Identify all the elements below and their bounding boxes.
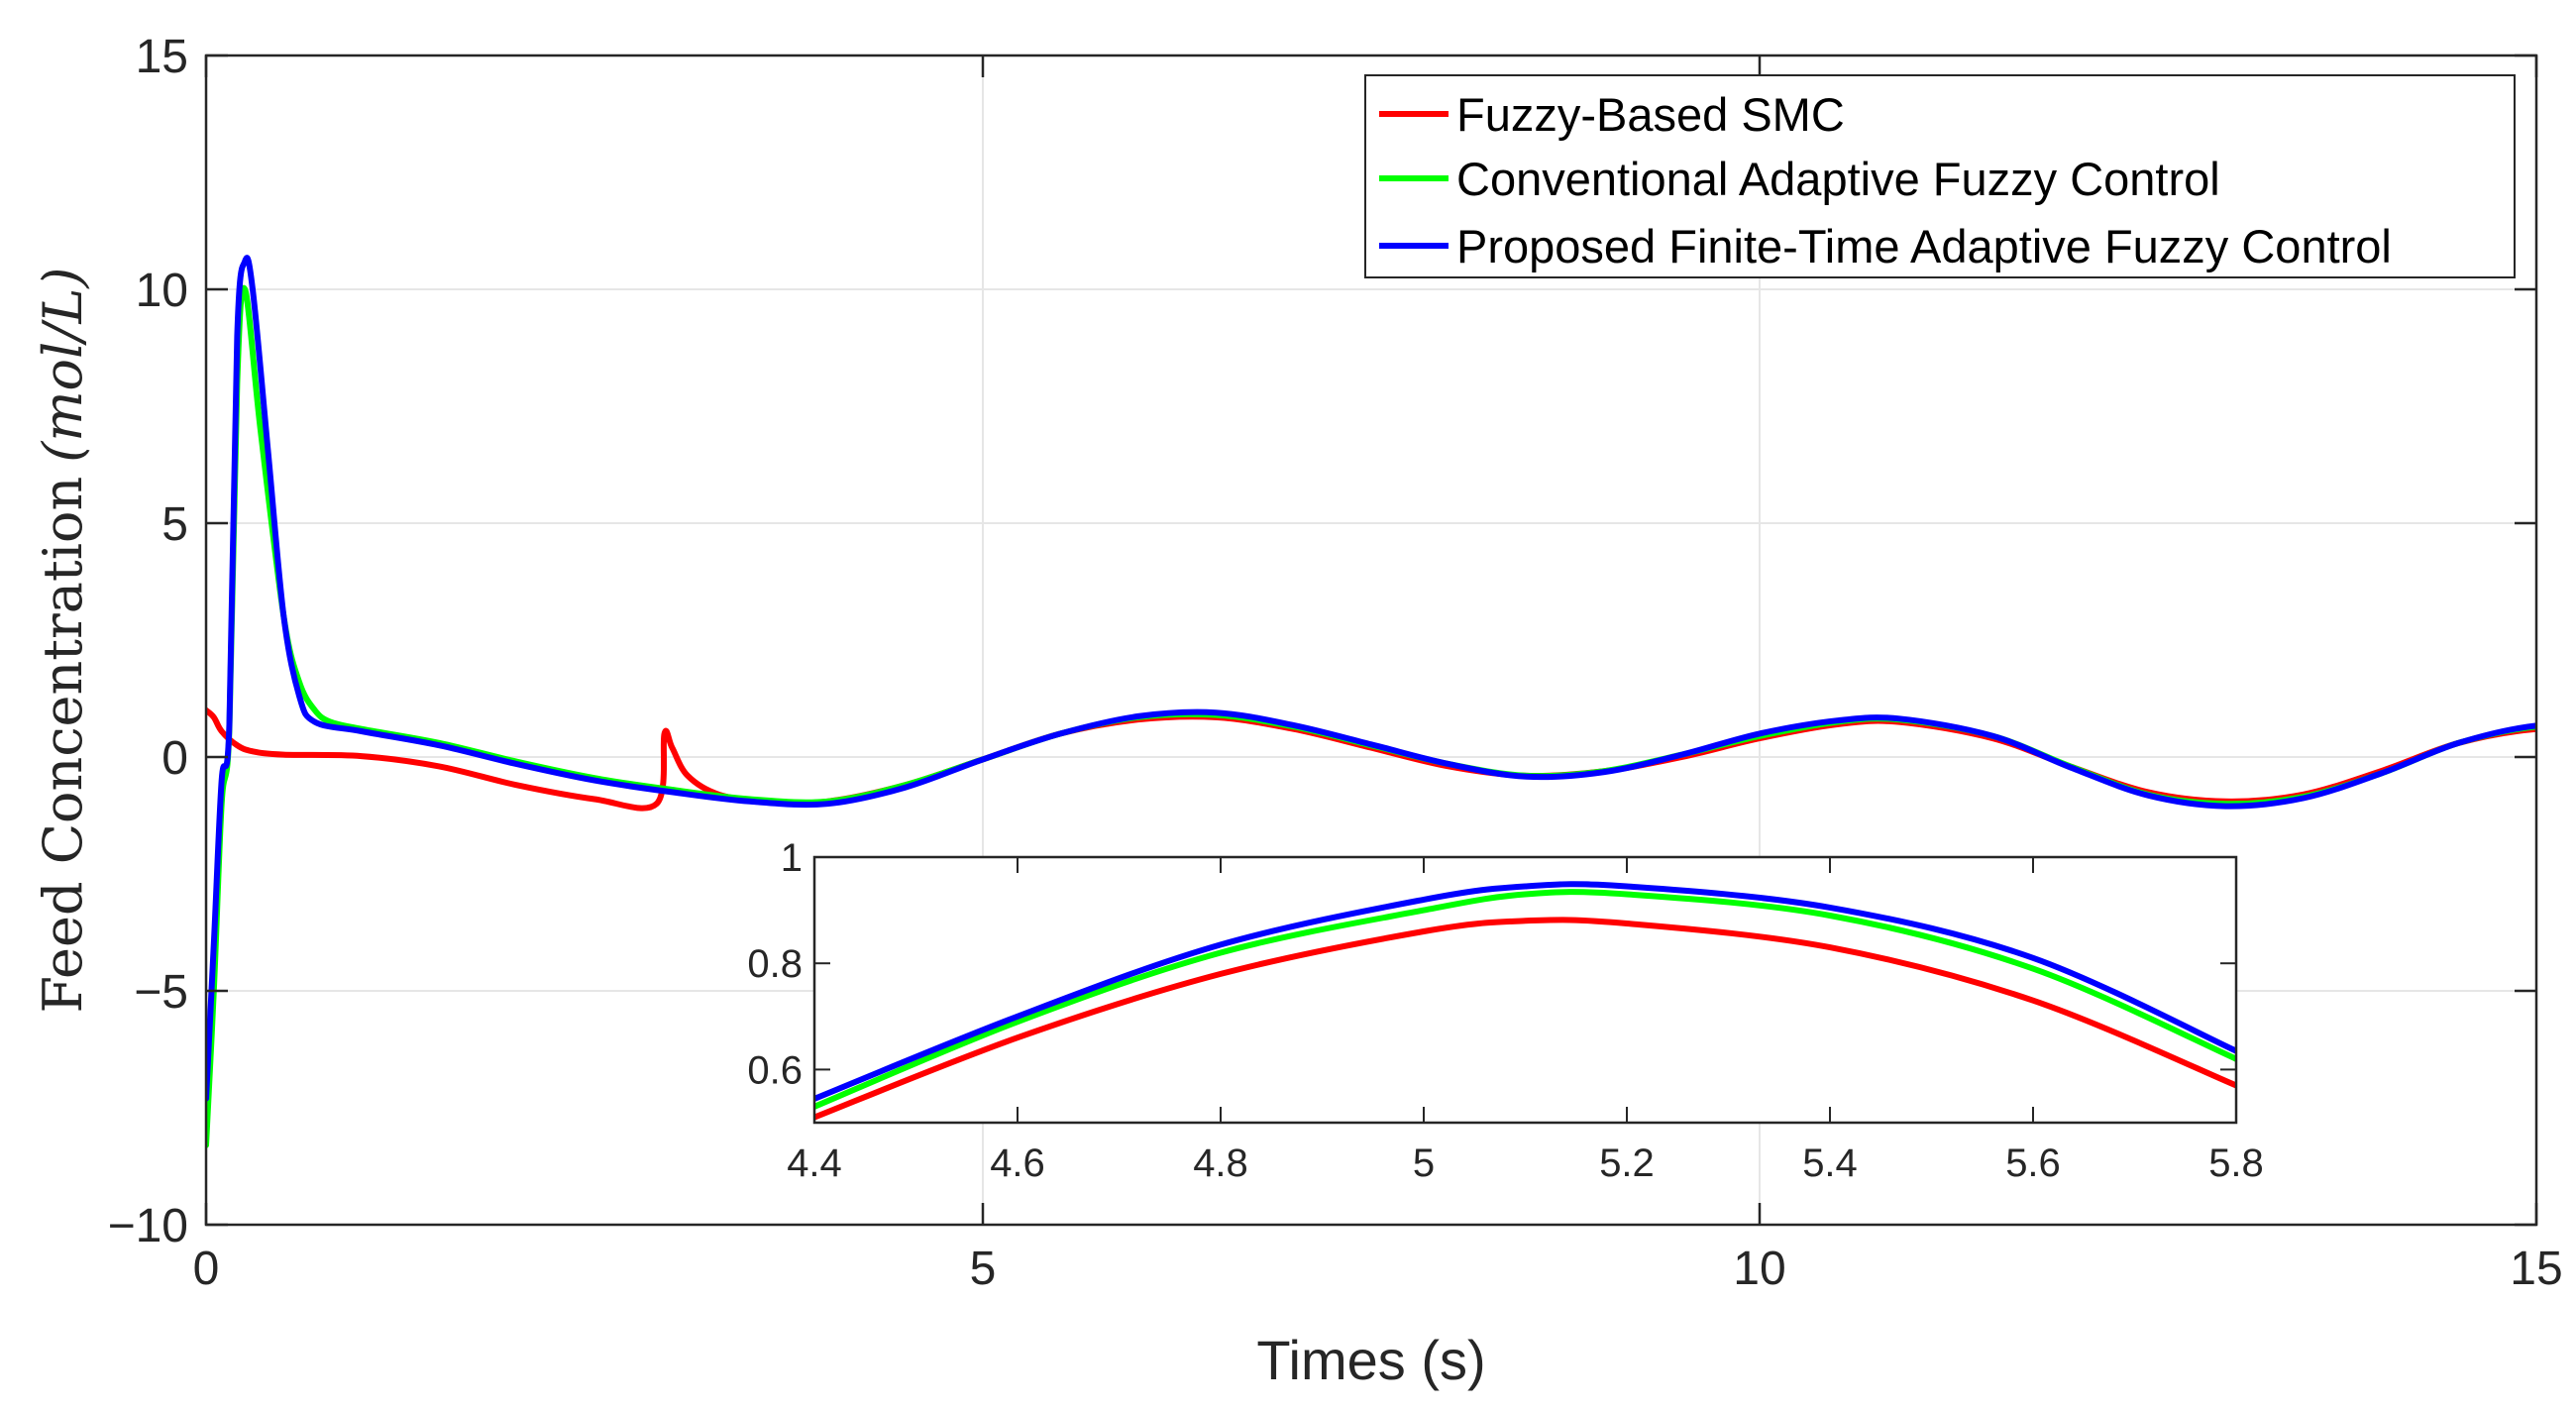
x-axis-title: Times (s) [1256,1329,1485,1391]
inset-y-tick-label: 1 [781,836,803,880]
y-tick-label: 10 [136,265,188,317]
inset-zoom-axes: 4.4 4.6 4.8 5 5.2 5.4 5.6 5.8 0.6 0.8 1 [747,836,2263,1185]
inset-ticks: 4.4 4.6 4.8 5 5.2 5.4 5.6 5.8 0.6 0.8 1 [747,836,2263,1185]
plot-frame [204,54,2538,1227]
inset-x-tick-label: 5.4 [1802,1141,1858,1185]
inset-x-tick-label: 4.8 [1193,1141,1248,1185]
inset-x-tick-label: 4.4 [787,1141,842,1185]
inset-series-proposed-ftafc-line [814,881,2236,1102]
y-axis-title-main: Feed Concentration [32,477,94,1014]
y-axis-title-unit: (mol/L) [32,268,94,463]
x-tick-label: 0 [193,1243,220,1295]
main-series-layer [206,255,2536,1148]
y-tick-label: 15 [136,31,188,83]
inset-x-tick-label: 4.6 [990,1141,1045,1185]
legend-box [1364,74,2516,278]
legend-label-fuzzy-smc: Fuzzy-Based SMC [1456,88,1845,141]
inset-x-tick-label: 5.6 [2005,1141,2061,1185]
x-tick-label: 15 [2510,1243,2562,1295]
y-tick-label: −10 [108,1200,188,1252]
y-axis-title: Feed Concentration (mol/L) [32,268,94,1014]
x-tick-label: 10 [1733,1243,1785,1295]
inset-series-conventional-afc-line [814,889,2236,1110]
inset-x-tick-label: 5.8 [2208,1141,2264,1185]
legend-label-conventional-afc: Conventional Adaptive Fuzzy Control [1456,153,2220,205]
y-tick-label: −5 [134,966,188,1019]
inset-x-tick-label: 5 [1413,1141,1435,1185]
series-proposed-ftafc-line [206,255,2536,1102]
inset-y-tick-label: 0.8 [747,942,803,986]
inset-frame [812,855,2238,1125]
inset-x-tick-label: 5.2 [1599,1141,1655,1185]
inset-series-layer [814,881,2236,1121]
y-tick-label: 5 [161,498,188,551]
inset-series-fuzzy-smc-line [814,917,2236,1121]
legend: Fuzzy-Based SMC Conventional Adaptive Fu… [1364,74,2516,278]
legend-label-proposed-ftafc: Proposed Finite-Time Adaptive Fuzzy Cont… [1456,220,2392,272]
inset-y-tick-label: 0.6 [747,1048,803,1092]
y-tick-label: 0 [161,732,188,785]
x-tick-label: 5 [970,1243,997,1295]
